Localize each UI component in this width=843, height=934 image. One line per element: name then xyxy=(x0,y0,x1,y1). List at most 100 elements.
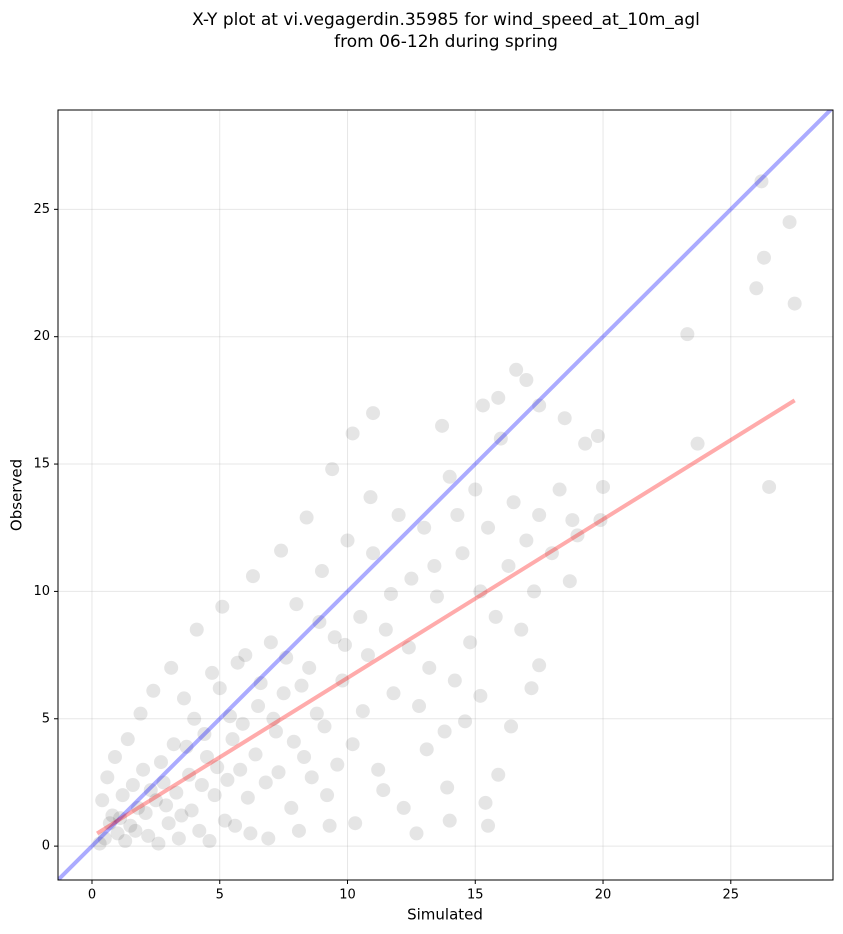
point xyxy=(245,569,260,584)
point xyxy=(312,614,327,629)
point xyxy=(146,683,161,698)
point xyxy=(519,533,534,548)
point xyxy=(363,490,378,505)
point xyxy=(458,714,473,729)
point xyxy=(562,574,577,589)
point xyxy=(197,727,212,742)
point xyxy=(194,777,209,792)
point xyxy=(442,813,457,828)
point xyxy=(366,546,381,561)
point xyxy=(401,640,416,655)
point xyxy=(491,390,506,405)
point xyxy=(376,783,391,798)
point xyxy=(225,732,240,747)
point xyxy=(212,681,227,696)
point xyxy=(475,398,490,413)
point xyxy=(125,777,140,792)
point xyxy=(304,770,319,785)
point xyxy=(279,650,294,665)
point xyxy=(179,739,194,754)
point xyxy=(557,411,572,426)
point xyxy=(782,215,797,230)
point xyxy=(544,546,559,561)
point xyxy=(151,836,166,851)
x-tick-label: 5 xyxy=(216,888,224,903)
point xyxy=(417,520,432,535)
point xyxy=(590,429,605,444)
point xyxy=(263,635,278,650)
point xyxy=(463,635,478,650)
point xyxy=(291,823,306,838)
point xyxy=(355,704,370,719)
x-tick-label: 25 xyxy=(723,888,740,903)
point xyxy=(754,174,769,189)
point xyxy=(276,686,291,701)
point xyxy=(133,706,148,721)
point xyxy=(322,818,337,833)
plot-area xyxy=(58,110,833,880)
point xyxy=(519,372,534,387)
point xyxy=(187,711,202,726)
point xyxy=(330,757,345,772)
chart-title: X-Y plot at vi.vegagerdin.35985 for wind… xyxy=(192,10,700,30)
point xyxy=(159,798,174,813)
point xyxy=(294,678,309,693)
point xyxy=(757,250,772,265)
point xyxy=(427,558,442,573)
point xyxy=(235,716,250,731)
point xyxy=(128,823,143,838)
y-tick-label: 25 xyxy=(33,202,50,217)
point xyxy=(143,783,158,798)
point xyxy=(412,699,427,714)
point xyxy=(578,436,593,451)
point xyxy=(565,513,580,528)
point xyxy=(123,818,138,833)
point xyxy=(192,823,207,838)
point xyxy=(164,660,179,675)
point xyxy=(176,691,191,706)
point xyxy=(248,747,263,762)
y-axis-label: Observed xyxy=(8,459,26,531)
x-tick-label: 20 xyxy=(595,888,612,903)
point xyxy=(787,296,802,311)
point xyxy=(360,648,375,663)
point xyxy=(447,673,462,688)
point xyxy=(468,482,483,497)
point xyxy=(335,673,350,688)
point xyxy=(504,719,519,734)
point xyxy=(97,831,112,846)
y-tick-label: 0 xyxy=(42,839,50,854)
point xyxy=(419,742,434,757)
point xyxy=(286,734,301,749)
axes: 0 5 10 15 20 25 0 5 10 15 20 25 xyxy=(33,202,739,903)
point xyxy=(501,558,516,573)
point xyxy=(596,479,611,494)
point xyxy=(148,793,163,808)
point xyxy=(271,765,286,780)
point xyxy=(404,571,419,586)
point xyxy=(153,755,168,770)
point xyxy=(230,655,245,670)
point xyxy=(442,469,457,484)
point xyxy=(210,760,225,775)
point xyxy=(302,660,317,675)
point xyxy=(478,795,493,810)
point xyxy=(284,800,299,815)
point xyxy=(532,658,547,673)
point xyxy=(317,719,332,734)
point xyxy=(174,808,189,823)
point xyxy=(493,431,508,446)
point xyxy=(113,811,128,826)
point xyxy=(95,793,110,808)
point xyxy=(138,806,153,821)
point xyxy=(120,732,135,747)
point xyxy=(110,826,125,841)
point xyxy=(552,482,567,497)
point xyxy=(171,831,186,846)
x-tick-label: 10 xyxy=(339,888,356,903)
point xyxy=(570,528,585,543)
point xyxy=(107,749,122,764)
point xyxy=(680,327,695,342)
point xyxy=(532,507,547,522)
point xyxy=(450,507,465,522)
